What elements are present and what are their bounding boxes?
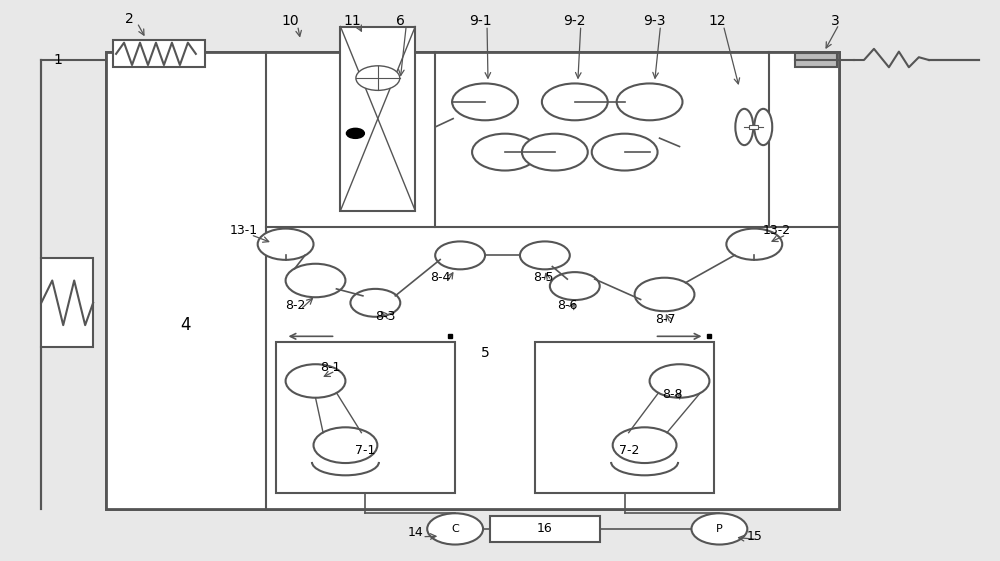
Bar [106, 52, 839, 509]
Text: 15: 15 [746, 530, 762, 542]
Text: 12: 12 [709, 14, 726, 28]
Bar [276, 342, 455, 493]
Circle shape [726, 228, 782, 260]
Bar [340, 26, 415, 211]
Circle shape [691, 513, 747, 545]
Circle shape [520, 241, 570, 269]
Circle shape [613, 427, 677, 463]
Circle shape [550, 272, 600, 300]
Text: C: C [451, 524, 459, 534]
Circle shape [452, 84, 518, 120]
Bar [749, 125, 758, 129]
Text: 8-1: 8-1 [320, 361, 341, 374]
Circle shape [592, 134, 658, 171]
Text: P: P [716, 524, 723, 534]
Text: 16: 16 [537, 522, 553, 535]
Ellipse shape [754, 109, 772, 145]
Circle shape [635, 278, 694, 311]
Circle shape [542, 84, 608, 120]
Ellipse shape [735, 109, 753, 145]
Circle shape [286, 264, 345, 297]
Circle shape [314, 427, 377, 463]
Text: 8-6: 8-6 [557, 298, 577, 311]
Text: 8-8: 8-8 [662, 388, 683, 402]
Circle shape [286, 364, 345, 398]
Text: 7-1: 7-1 [355, 444, 376, 457]
Circle shape [617, 84, 682, 120]
Text: 8-7: 8-7 [655, 313, 676, 326]
Text: 5: 5 [481, 346, 489, 360]
Text: 2: 2 [125, 12, 133, 26]
Text: 8-4: 8-4 [430, 271, 450, 284]
Circle shape [258, 228, 314, 260]
Circle shape [435, 241, 485, 269]
Text: 9-3: 9-3 [643, 14, 666, 28]
Circle shape [522, 134, 588, 171]
Circle shape [472, 134, 538, 171]
Bar [795, 53, 837, 67]
Bar [490, 516, 600, 542]
Text: 8-2: 8-2 [285, 299, 306, 312]
Text: 10: 10 [282, 14, 299, 28]
Text: 13-2: 13-2 [763, 224, 791, 237]
Circle shape [346, 128, 364, 139]
Bar [535, 342, 714, 493]
Bar [113, 40, 205, 67]
Bar [106, 52, 839, 509]
Circle shape [350, 289, 400, 317]
Text: 7-2: 7-2 [619, 444, 640, 457]
Text: 11: 11 [344, 14, 361, 28]
Text: 9-1: 9-1 [469, 14, 491, 28]
Text: 6: 6 [396, 14, 405, 28]
Text: 1: 1 [54, 53, 63, 67]
Text: 14: 14 [407, 526, 423, 539]
Text: 9-2: 9-2 [564, 14, 586, 28]
Text: 8-3: 8-3 [375, 310, 396, 323]
Text: 8-5: 8-5 [533, 271, 553, 284]
Text: 4: 4 [181, 316, 191, 334]
Bar [41, 258, 93, 347]
Circle shape [356, 66, 400, 90]
Circle shape [650, 364, 709, 398]
Circle shape [427, 513, 483, 545]
Text: 3: 3 [831, 14, 839, 28]
Text: 13-1: 13-1 [230, 224, 258, 237]
